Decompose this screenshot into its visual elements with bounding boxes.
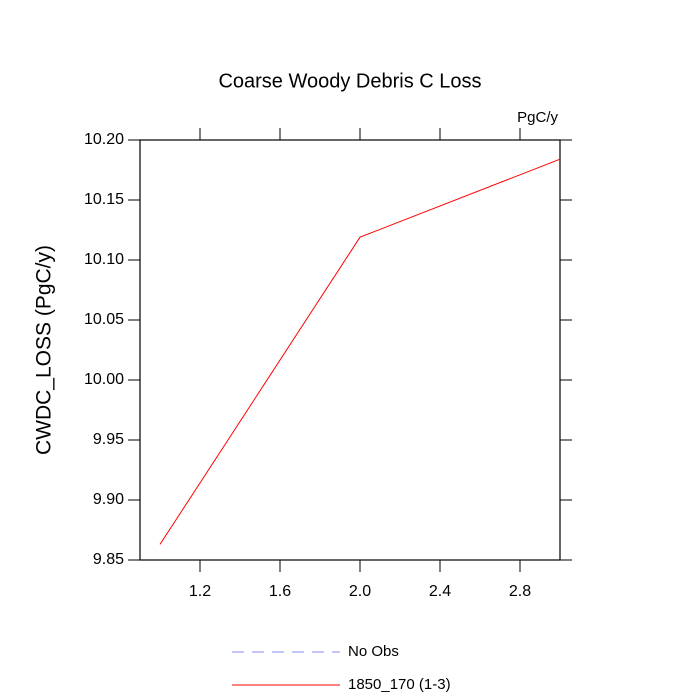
y-tick-label: 10.10: [84, 251, 124, 268]
y-tick-label: 10.15: [84, 191, 124, 208]
legend-label: No Obs: [348, 643, 399, 660]
legend-label: 1850_170 (1-3): [348, 676, 451, 693]
y-tick-label: 9.90: [93, 491, 124, 508]
y-axis-label: CWDC_LOSS (PgC/y): [33, 245, 56, 455]
units-label: PgC/y: [517, 109, 558, 126]
y-tick-label: 9.85: [93, 551, 124, 568]
y-tick-label: 10.05: [84, 311, 124, 328]
x-tick-label: 2.8: [509, 583, 531, 600]
plot-frame: [139, 139, 561, 561]
x-tick-label: 2.4: [429, 583, 451, 600]
y-tick-label: 9.95: [93, 431, 124, 448]
y-tick-label: 10.20: [84, 131, 124, 148]
x-tick-label: 1.6: [269, 583, 291, 600]
y-tick-label: 10.00: [84, 371, 124, 388]
data-line: [159, 158, 561, 545]
x-tick-label: 2.0: [349, 583, 371, 600]
x-tick-label: 1.2: [189, 583, 211, 600]
chart-title: Coarse Woody Debris C Loss: [218, 70, 481, 92]
